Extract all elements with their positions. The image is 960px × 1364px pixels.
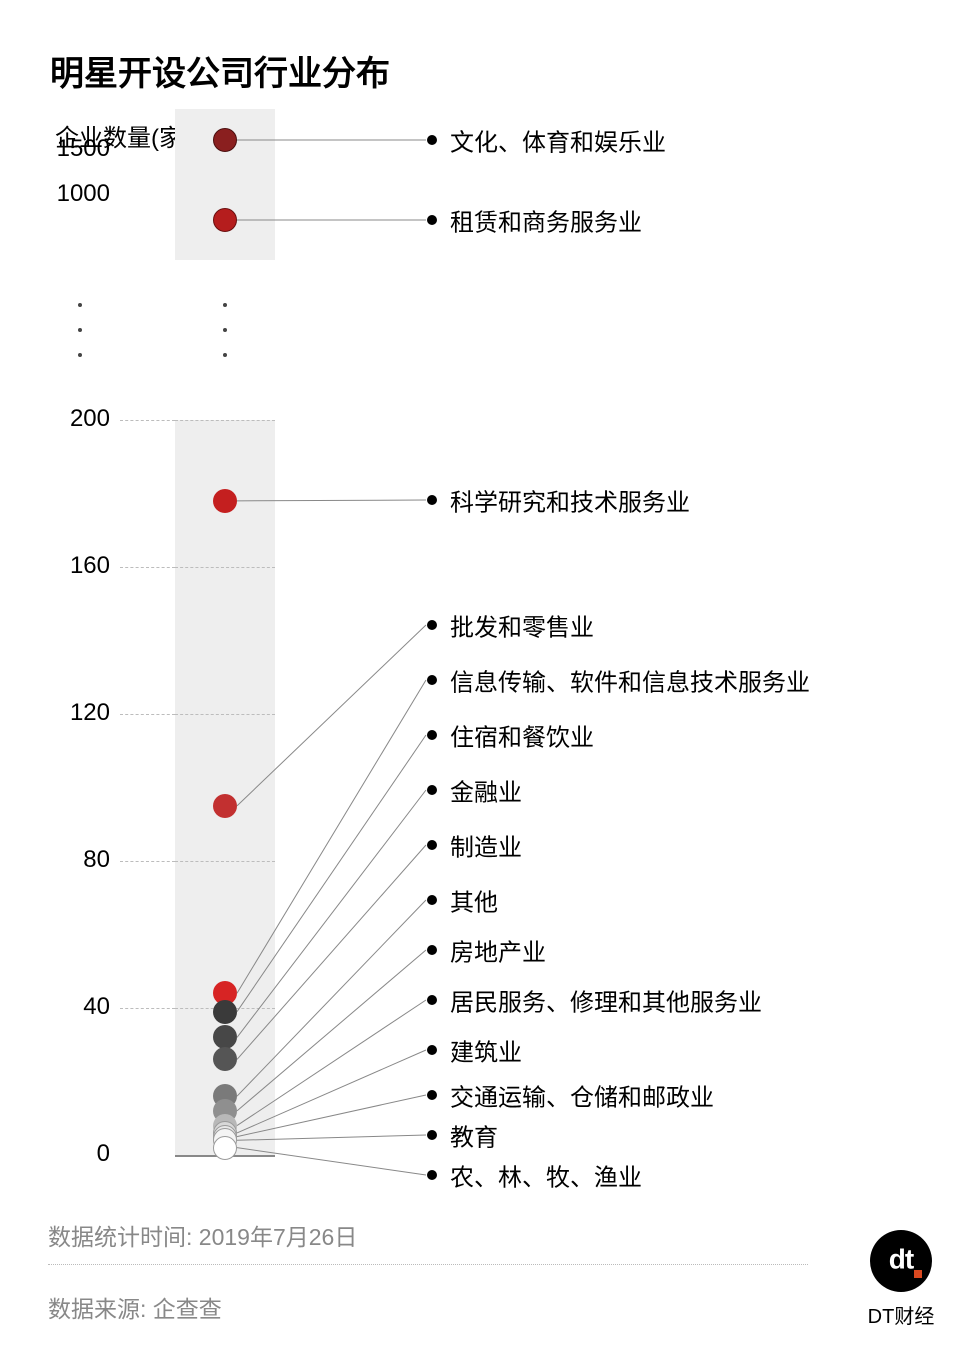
label-bullet: [427, 1045, 437, 1055]
gridline-ext: [120, 861, 175, 862]
label-bullet: [427, 215, 437, 225]
data-point: [213, 1025, 237, 1049]
gridline: [175, 861, 275, 862]
category-label: 科学研究和技术服务业: [450, 483, 690, 518]
data-point: [213, 1047, 237, 1071]
label-bullet: [427, 495, 437, 505]
data-point: [213, 208, 237, 232]
dt-logo-accent: [914, 1270, 922, 1278]
category-label: 交通运输、仓储和邮政业: [450, 1078, 714, 1113]
y-tick-label: 120: [50, 699, 110, 727]
dt-logo-caption: DT财经: [861, 1300, 941, 1329]
y-tick-label: 160: [50, 552, 110, 580]
category-label: 信息传输、软件和信息技术服务业: [450, 663, 810, 698]
category-label: 批发和零售业: [450, 608, 594, 643]
axis-break-dot: [78, 303, 82, 307]
label-bullet: [427, 135, 437, 145]
label-bullet: [427, 1130, 437, 1140]
gridline: [175, 420, 275, 421]
label-bullet: [427, 675, 437, 685]
gridline: [175, 714, 275, 715]
gridline-ext: [120, 420, 175, 421]
data-point: [213, 1000, 237, 1024]
dt-logo: dt: [870, 1230, 932, 1292]
y-tick-label: 80: [50, 846, 110, 874]
label-bullet: [427, 840, 437, 850]
label-bullet: [427, 730, 437, 740]
category-label: 其他: [450, 883, 498, 918]
data-point: [213, 489, 237, 513]
y-tick-label: 200: [50, 405, 110, 433]
label-bullet: [427, 945, 437, 955]
category-label: 租赁和商务服务业: [450, 203, 642, 238]
gridline-ext: [120, 1008, 175, 1009]
category-label: 金融业: [450, 773, 522, 808]
axis-break-dot: [223, 303, 227, 307]
category-label: 建筑业: [450, 1033, 522, 1068]
axis-break-dot: [78, 353, 82, 357]
category-label: 文化、体育和娱乐业: [450, 123, 666, 158]
gridline: [175, 567, 275, 568]
dt-logo-text: dt: [889, 1243, 913, 1275]
label-bullet: [427, 995, 437, 1005]
axis-break-dot: [223, 328, 227, 332]
category-label: 农、林、牧、渔业: [450, 1158, 642, 1193]
axis-break-dot: [78, 328, 82, 332]
footer-separator: [48, 1264, 808, 1265]
footer-source: 数据来源: 企查查: [48, 1290, 222, 1324]
category-label: 房地产业: [450, 933, 546, 968]
label-bullet: [427, 1090, 437, 1100]
gridline-ext: [120, 714, 175, 715]
data-point: [213, 128, 237, 152]
category-label: 居民服务、修理和其他服务业: [450, 983, 762, 1018]
y-tick-label: 40: [50, 993, 110, 1021]
y-tick-label: 0: [50, 1140, 110, 1168]
label-bullet: [427, 895, 437, 905]
chart-title: 明星开设公司行业分布: [50, 46, 390, 95]
footer-stat-time: 数据统计时间: 2019年7月26日: [48, 1218, 357, 1252]
category-label: 教育: [450, 1118, 498, 1153]
y-tick-label-upper: 1000: [50, 180, 110, 208]
axis-break-dot: [223, 353, 227, 357]
label-bullet: [427, 1170, 437, 1180]
category-label: 制造业: [450, 828, 522, 863]
label-bullet: [427, 620, 437, 630]
category-label: 住宿和餐饮业: [450, 718, 594, 753]
y-tick-label-upper: 1500: [50, 135, 110, 163]
label-bullet: [427, 785, 437, 795]
data-point: [213, 794, 237, 818]
gridline-ext: [120, 567, 175, 568]
data-point: [213, 1136, 237, 1160]
